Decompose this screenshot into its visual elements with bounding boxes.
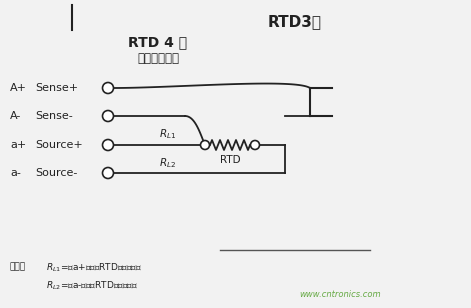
Text: $R_{L2}$=从a-端子到RTD的导线电阻: $R_{L2}$=从a-端子到RTD的导线电阻 (46, 279, 138, 291)
Text: $R_{L2}$: $R_{L2}$ (160, 156, 177, 170)
Text: $R_{L1}$: $R_{L1}$ (159, 127, 177, 141)
Text: Sense-: Sense- (35, 111, 73, 121)
Text: a+: a+ (10, 140, 26, 150)
Circle shape (251, 140, 260, 149)
Text: （精度最高）: （精度最高） (137, 52, 179, 65)
Text: RTD: RTD (219, 155, 240, 165)
Text: 注意：: 注意： (10, 262, 26, 271)
Circle shape (103, 111, 114, 121)
Circle shape (103, 83, 114, 94)
Text: Sense+: Sense+ (35, 83, 78, 93)
Text: $R_{L1}$=从a+端子到RTD的导线电阻: $R_{L1}$=从a+端子到RTD的导线电阻 (46, 262, 142, 274)
Text: Source+: Source+ (35, 140, 83, 150)
Text: RTD 4 線: RTD 4 線 (129, 35, 187, 49)
Text: A+: A+ (10, 83, 27, 93)
Text: a-: a- (10, 168, 21, 178)
Text: www.cntronics.com: www.cntronics.com (299, 290, 381, 299)
Text: Source-: Source- (35, 168, 77, 178)
Circle shape (103, 140, 114, 151)
Text: A-: A- (10, 111, 21, 121)
Circle shape (201, 140, 210, 149)
Circle shape (103, 168, 114, 179)
Text: RTD3線: RTD3線 (268, 14, 322, 29)
